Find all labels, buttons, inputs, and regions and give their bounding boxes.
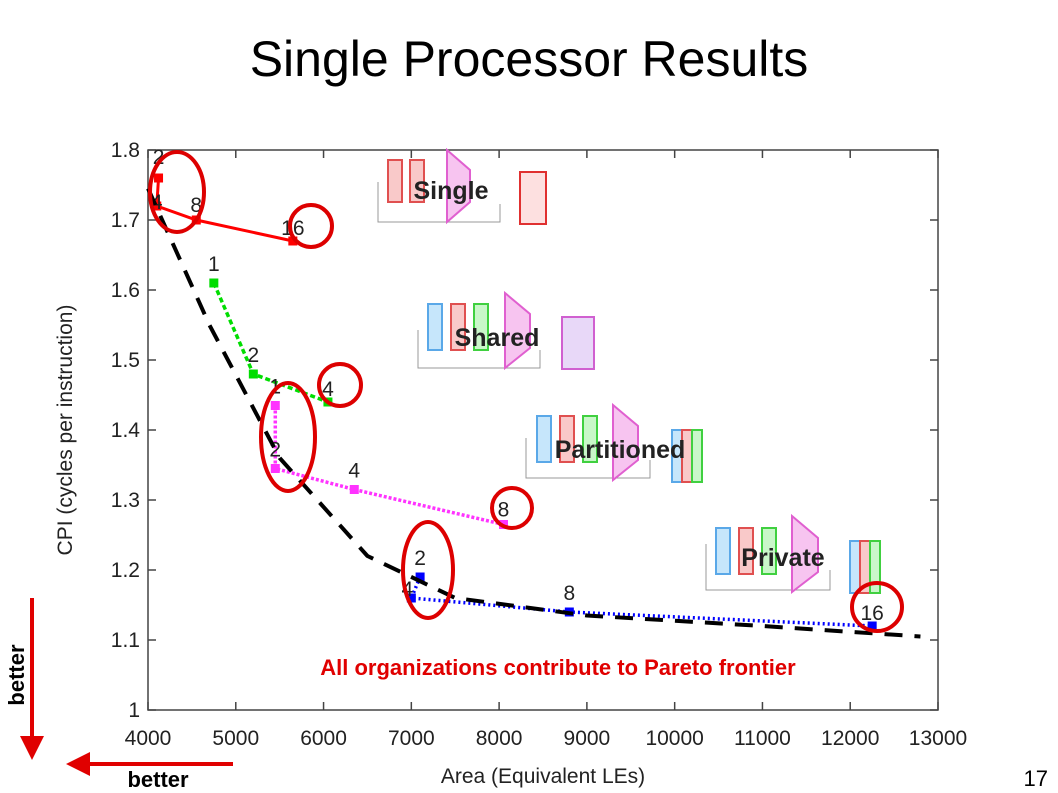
y-tick-label: 1.5 bbox=[111, 349, 140, 372]
point-label-single: 8 bbox=[190, 194, 202, 217]
y-axis-label: CPI (cycles per instruction) bbox=[54, 305, 77, 556]
data-point-partitioned bbox=[349, 485, 359, 494]
inset-single: Single bbox=[377, 147, 547, 225]
y-tick-label: 1.8 bbox=[111, 139, 140, 162]
point-label-single: 16 bbox=[281, 217, 304, 240]
inset-label-shared: Shared bbox=[455, 324, 540, 352]
point-label-partitioned: 2 bbox=[269, 439, 281, 462]
highlight-ellipse-private-small bbox=[401, 520, 455, 620]
better-label-vertical: better bbox=[4, 644, 29, 706]
page-number: 17 bbox=[1023, 766, 1048, 791]
x-tick-label: 4000 bbox=[125, 727, 172, 750]
highlight-ellipse-partitioned-small bbox=[259, 381, 317, 493]
data-point-single bbox=[154, 173, 164, 183]
series-line-partitioned bbox=[273, 405, 504, 527]
point-label-partitioned: 4 bbox=[348, 460, 360, 483]
inset-label-private: Private bbox=[741, 544, 824, 572]
inset-private: Private bbox=[705, 513, 881, 595]
data-point-shared bbox=[248, 369, 258, 379]
pareto-frontier-line bbox=[146, 187, 921, 639]
x-tick-label: 10000 bbox=[645, 727, 703, 750]
y-tick-label: 1.1 bbox=[111, 629, 140, 652]
y-tick-label: 1.3 bbox=[111, 489, 140, 512]
point-label-private: 16 bbox=[860, 602, 883, 625]
point-label-private: 8 bbox=[563, 582, 575, 605]
series-private: 24 816 bbox=[401, 547, 884, 631]
inset-label-single: Single bbox=[413, 177, 488, 205]
highlight-ellipse-shared-4 bbox=[317, 362, 363, 408]
point-label-shared: 4 bbox=[322, 378, 334, 401]
data-point-partitioned bbox=[270, 464, 280, 473]
highlight-ellipse-single-small bbox=[148, 150, 206, 234]
series-line-private bbox=[408, 576, 873, 628]
pareto-annotation: All organizations contribute to Pareto f… bbox=[320, 655, 796, 680]
point-label-private: 2 bbox=[414, 547, 426, 570]
x-tick-label: 13000 bbox=[909, 727, 967, 750]
highlight-ellipses bbox=[148, 150, 904, 633]
better-label-horizontal: better bbox=[127, 767, 189, 792]
x-tick-label: 6000 bbox=[300, 727, 347, 750]
series-line-single bbox=[155, 177, 294, 243]
y-tick-label: 1.6 bbox=[111, 279, 140, 302]
inset-shared: Shared bbox=[417, 290, 595, 371]
point-label-partitioned: 8 bbox=[498, 499, 510, 522]
inset-label-partitioned: Partitioned bbox=[555, 436, 686, 464]
point-label-shared: 1 bbox=[208, 253, 220, 276]
x-tick-label: 12000 bbox=[821, 727, 879, 750]
highlight-ellipse-private-16 bbox=[850, 581, 904, 633]
point-label-shared: 2 bbox=[247, 344, 259, 367]
data-point-partitioned bbox=[270, 401, 280, 410]
x-tick-label: 8000 bbox=[476, 727, 523, 750]
y-tick-label: 1 bbox=[128, 699, 140, 722]
point-label-single: 2 bbox=[153, 146, 165, 169]
x-tick-label: 5000 bbox=[212, 727, 259, 750]
data-point-shared bbox=[209, 278, 219, 288]
inset-partitioned: Partitioned bbox=[525, 402, 703, 483]
x-tick-label: 11000 bbox=[734, 727, 791, 750]
y-tick-label: 1.2 bbox=[111, 559, 140, 582]
axis-ticks: 4000 5000 6000 7000 8000 9000 10000 11000 12000 1… bbox=[111, 139, 967, 750]
y-tick-label: 1.7 bbox=[111, 209, 140, 232]
highlight-ellipse-partitioned-8 bbox=[490, 486, 534, 530]
slide-title: Single Processor Results bbox=[249, 31, 809, 87]
highlight-ellipse-single-16 bbox=[288, 203, 334, 249]
x-axis-label: Area (Equivalent LEs) bbox=[441, 765, 645, 788]
x-tick-label: 7000 bbox=[388, 727, 435, 750]
y-tick-label: 1.4 bbox=[111, 419, 141, 442]
x-tick-label: 9000 bbox=[564, 727, 611, 750]
